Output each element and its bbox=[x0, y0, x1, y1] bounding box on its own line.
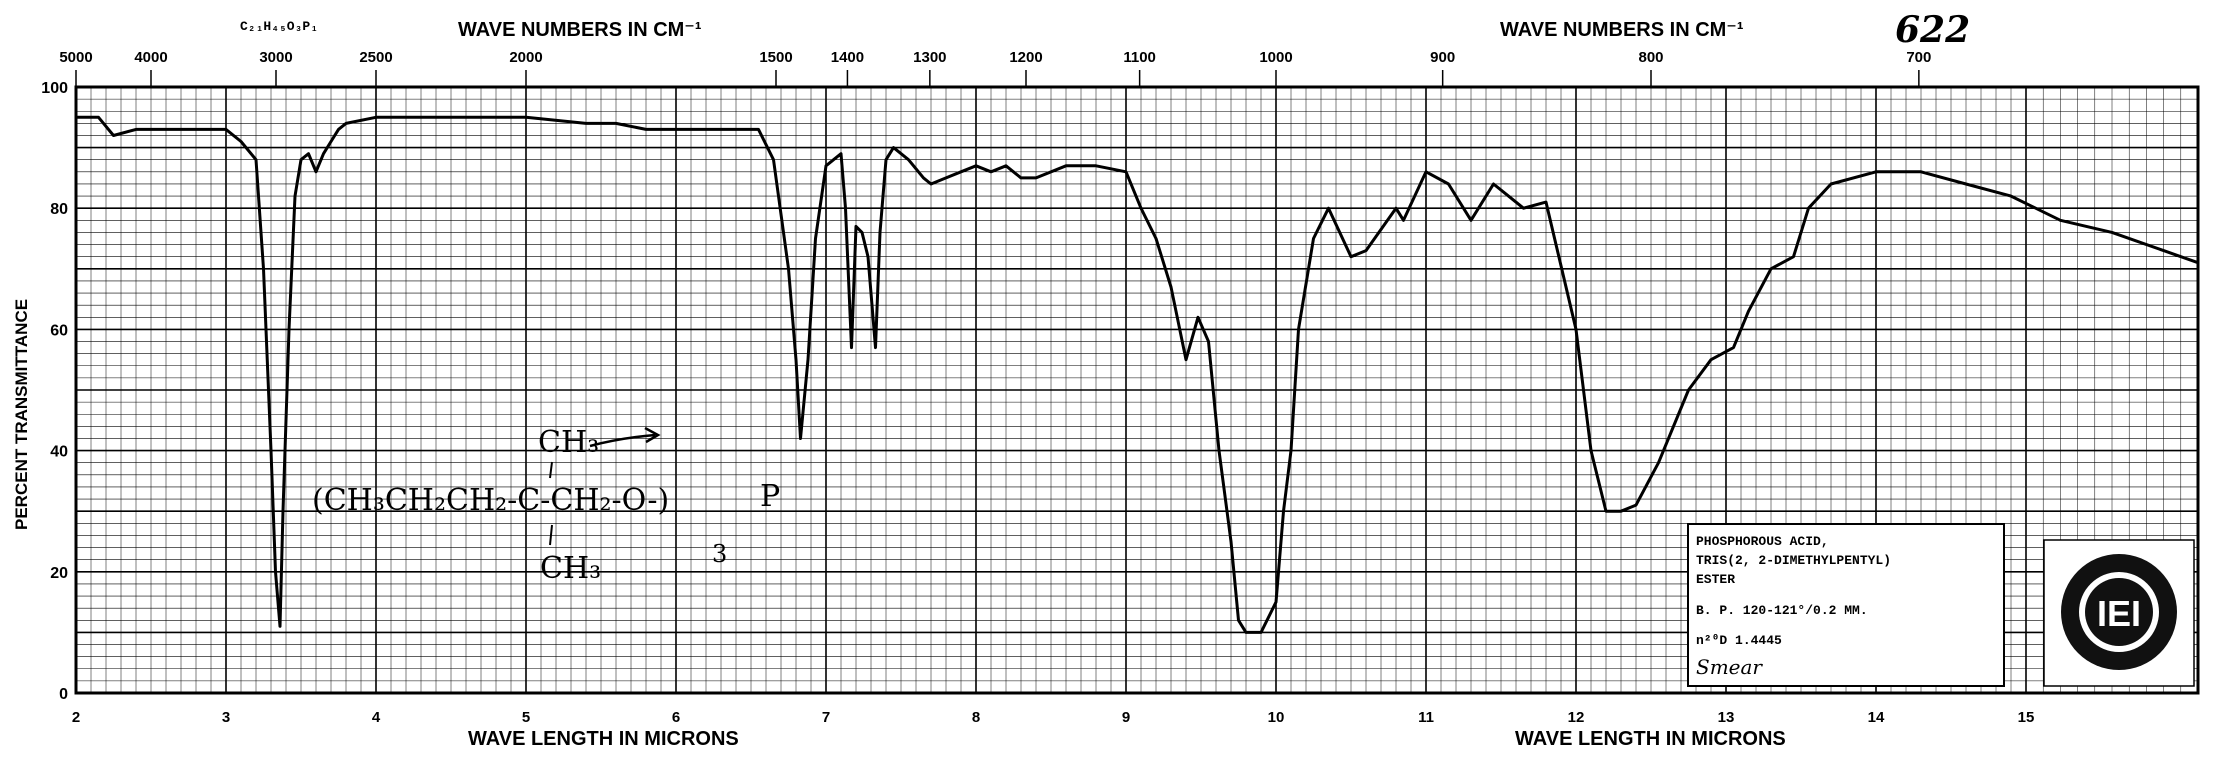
structure-bond-top bbox=[549, 461, 553, 479]
x-tick-label: 11 bbox=[1418, 709, 1434, 726]
label-line-3: ESTER bbox=[1696, 572, 1735, 587]
y-tick-label: 20 bbox=[50, 565, 68, 582]
wavenumber-tick-label: 1300 bbox=[913, 49, 946, 66]
logo-letters: IEI bbox=[2097, 593, 2141, 634]
x-tick-label: 6 bbox=[672, 709, 680, 726]
wavenumber-tick-label: 800 bbox=[1638, 49, 1663, 66]
y-axis-label: PERCENT TRANSMITTANCE bbox=[12, 299, 31, 530]
label-line-5: n²⁰D 1.4445 bbox=[1696, 633, 1782, 648]
y-tick-label: 0 bbox=[59, 686, 68, 703]
x-tick-label: 15 bbox=[2018, 709, 2035, 726]
x-tick-label: 7 bbox=[822, 709, 830, 726]
y-tick-label: 40 bbox=[50, 444, 68, 461]
x-axis: 2 3 4 5 6 7 8 9 10 11 12 13 14 15 bbox=[72, 709, 2035, 726]
wavenumber-tick-label: 2000 bbox=[509, 49, 542, 66]
wavenumber-tick-label: 3000 bbox=[259, 49, 292, 66]
label-line-4: B. P. 120-121°/0.2 MM. bbox=[1696, 603, 1868, 618]
structure-arrow bbox=[589, 426, 661, 448]
wavenumber-tick-label: 1200 bbox=[1009, 49, 1042, 66]
x-tick-label: 13 bbox=[1718, 709, 1735, 726]
formula-label: C₂₁H₄₅O₃P₁ bbox=[240, 19, 318, 34]
wavenumber-tick-label: 1500 bbox=[759, 49, 792, 66]
x-axis-label-left: WAVE LENGTH IN MICRONS bbox=[468, 728, 739, 750]
x-tick-label: 14 bbox=[1868, 709, 1885, 726]
wave-numbers-title-right: WAVE NUMBERS IN CM⁻¹ bbox=[1500, 19, 1744, 41]
wavenumber-tick-label: 1000 bbox=[1259, 49, 1292, 66]
wavenumber-tick-label: 4000 bbox=[134, 49, 167, 66]
x-tick-label: 3 bbox=[222, 709, 230, 726]
wavenumber-tick-label: 900 bbox=[1430, 49, 1455, 66]
x-tick-label: 5 bbox=[522, 709, 530, 726]
logo-core bbox=[2085, 578, 2153, 646]
compound-label-box: PHOSPHOROUS ACID, TRIS(2, 2-DIMETHYLPENT… bbox=[1687, 523, 2005, 687]
x-tick-label: 4 bbox=[372, 709, 381, 726]
wavenumber-tick-label: 700 bbox=[1906, 49, 1931, 66]
structure-phosphorus: P bbox=[760, 479, 780, 514]
chart-grid bbox=[75, 86, 2199, 694]
wavenumber-tick-label: 2500 bbox=[359, 49, 392, 66]
y-axis: 0 20 40 60 80 100 bbox=[41, 80, 68, 703]
y-tick-label: 80 bbox=[50, 201, 68, 218]
spectrum-number: 622 bbox=[1895, 9, 1970, 51]
x-tick-label: 9 bbox=[1122, 709, 1130, 726]
structure-methyl-top: CH₃ bbox=[538, 425, 599, 460]
label-line-1: PHOSPHOROUS ACID, bbox=[1696, 534, 1829, 549]
transmittance-series-line bbox=[76, 115, 2199, 634]
x-tick-label: 10 bbox=[1268, 709, 1285, 726]
x-axis-label-right: WAVE LENGTH IN MICRONS bbox=[1515, 728, 1786, 750]
y-tick-label: 60 bbox=[50, 322, 68, 339]
label-line-6: Smear bbox=[1696, 655, 1763, 679]
structure-main-chain: (CH₃CH₂CH₂-C-CH₂-O-) bbox=[312, 483, 669, 518]
structure-methyl-bottom: CH₃ bbox=[540, 551, 601, 586]
x-tick-label: 2 bbox=[72, 709, 80, 726]
structure-formula: CH₃ (CH₃CH₂CH₂-C-CH₂-O-) 3 P CH₃ bbox=[312, 425, 780, 586]
y-tick-label: 100 bbox=[41, 80, 68, 97]
publisher-logo: IEI bbox=[2043, 539, 2195, 687]
wavenumber-tick-label: 1100 bbox=[1123, 49, 1156, 66]
label-box-frame bbox=[1687, 523, 2005, 687]
x-tick-label: 8 bbox=[972, 709, 980, 726]
wavenumber-axis: 5000 4000 3000 2500 2000 1500 1400 1300 1200 1100… bbox=[59, 49, 1931, 87]
structure-bond-bottom bbox=[549, 524, 553, 546]
wave-numbers-title-left: WAVE NUMBERS IN CM⁻¹ bbox=[458, 19, 702, 41]
wavenumber-tick-label: 5000 bbox=[59, 49, 92, 66]
structure-subscript: 3 bbox=[712, 540, 727, 568]
x-tick-label: 12 bbox=[1568, 709, 1585, 726]
label-line-2: TRIS(2, 2-DIMETHYLPENTYL) bbox=[1696, 553, 1891, 568]
wavenumber-tick-label: 1400 bbox=[831, 49, 864, 66]
